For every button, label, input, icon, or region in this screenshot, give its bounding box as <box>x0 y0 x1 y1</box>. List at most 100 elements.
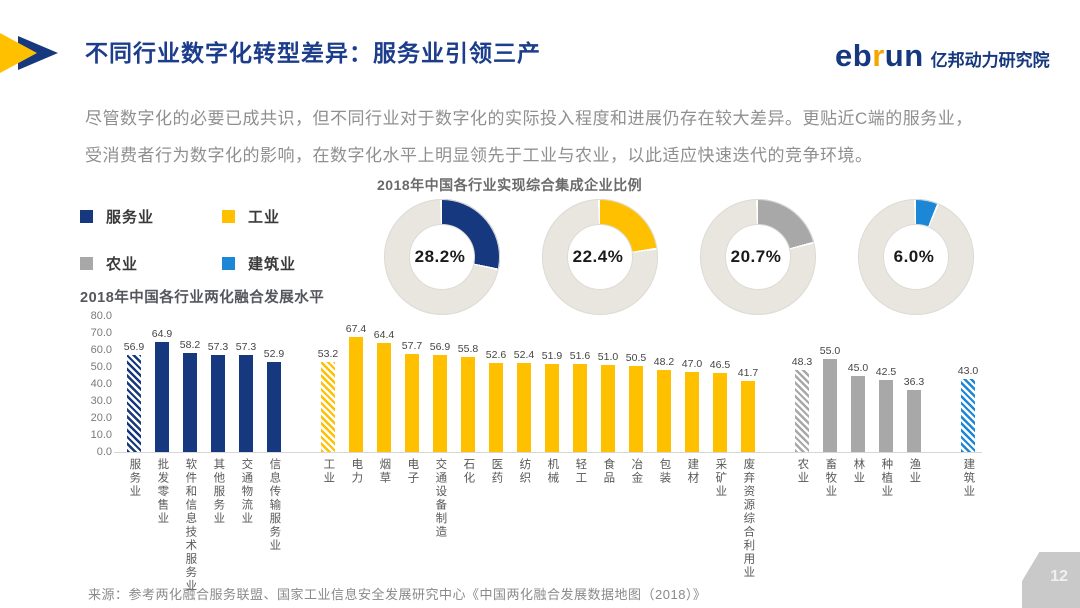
bar-x-label: 采矿业 <box>714 458 727 499</box>
bar-x-label: 包装 <box>658 458 671 485</box>
bar-wrap: 67.4 <box>346 316 366 452</box>
page-title: 不同行业数字化转型差异：服务业引领三产 <box>85 40 541 66</box>
bar <box>601 365 615 452</box>
legend-label: 服务业 <box>106 209 155 226</box>
bar-slot: 51.9 机械 <box>538 316 566 485</box>
bar-wrap: 53.2 <box>318 316 338 452</box>
bar <box>321 361 335 452</box>
plot-area: 56.9 服务业 64.9 批发零售业 58.2 软件和信息技术服务业 57.3 其他服务业 5… <box>114 316 982 593</box>
donut-hole <box>409 224 475 290</box>
bar-x-label: 其他服务业 <box>212 458 225 526</box>
bar-value-label: 52.9 <box>263 348 285 361</box>
bar-value-label: 67.4 <box>345 323 367 336</box>
bar-value-label: 64.9 <box>151 327 173 340</box>
bar-slot: 51.0 食品 <box>594 316 622 485</box>
bar-slot: 67.4 电力 <box>342 316 370 485</box>
bar-slots: 56.9 服务业 64.9 批发零售业 58.2 软件和信息技术服务业 57.3 其他服务业 5… <box>120 316 982 593</box>
legend-item: 服务业 <box>80 206 222 227</box>
donut-chart-row: 28.2% 22.4% 20.7% 6.0% <box>384 199 974 315</box>
bar <box>657 370 671 452</box>
bar-wrap: 43.0 <box>958 316 978 452</box>
bar-x-label: 种植业 <box>880 458 893 499</box>
bar-wrap: 57.3 <box>236 316 256 452</box>
bar-slot: 57.3 其他服务业 <box>204 316 232 526</box>
bar-x-label: 农业 <box>796 458 809 485</box>
bar-value-label: 58.2 <box>179 339 201 352</box>
bar-value-label: 47.0 <box>681 358 703 371</box>
y-axis-tick: 60.0 <box>90 344 112 356</box>
bar-slot: 53.2 工业 <box>314 316 342 485</box>
bar-wrap: 36.3 <box>904 316 924 452</box>
bar <box>489 362 503 452</box>
donut-chart-title: 2018年中国各行业实现综合集成企业比例 <box>377 177 643 193</box>
bar-slot: 57.7 电子 <box>398 316 426 485</box>
bar-value-label: 36.3 <box>903 376 925 389</box>
bar <box>741 381 755 452</box>
donut-percent-label: 6.0% <box>893 247 935 266</box>
y-axis-tick: 50.0 <box>90 361 112 373</box>
bar-wrap: 64.9 <box>152 316 172 452</box>
bar-x-label: 纺织 <box>518 458 531 485</box>
bar-wrap: 57.3 <box>208 316 228 452</box>
bar <box>349 337 363 452</box>
legend-swatch-icon <box>222 257 235 270</box>
bar-value-label: 46.5 <box>709 358 731 371</box>
bar-wrap: 46.5 <box>710 316 730 452</box>
bar-slot: 55.8 石化 <box>454 316 482 485</box>
intro-paragraph: 尽管数字化的必要已成共识，但不同行业对于数字化的实际投入程度和进展仍存在较大差异… <box>85 100 973 174</box>
donut-chart: 6.0% <box>858 199 974 315</box>
bar-x-label: 交通设备制造 <box>434 458 447 539</box>
bar-slot: 52.6 医药 <box>482 316 510 485</box>
bar-slot: 58.2 软件和信息技术服务业 <box>176 316 204 593</box>
legend-swatch-icon <box>80 257 93 270</box>
bar-slot: 52.9 信息传输服务业 <box>260 316 288 553</box>
y-axis-tick: 30.0 <box>90 395 112 407</box>
bar-value-label: 51.6 <box>569 350 591 363</box>
bar-wrap: 42.5 <box>876 316 896 452</box>
bar-value-label: 52.6 <box>485 348 507 361</box>
bar <box>573 364 587 452</box>
legend-swatch-icon <box>80 210 93 223</box>
logo-cn-text: 亿邦动力研究院 <box>930 50 1050 70</box>
donut-chart: 20.7% <box>700 199 816 315</box>
bar-slot: 51.6 轻工 <box>566 316 594 485</box>
bar-wrap: 48.2 <box>654 316 674 452</box>
bar <box>433 355 447 452</box>
bar-x-label: 电力 <box>350 458 363 485</box>
bar <box>183 353 197 452</box>
bar-x-label: 轻工 <box>574 458 587 485</box>
intro-line-2: 受消费者行为数字化的影响，在数字化水平上明显领先于工业与农业，以此适应快速迭代的… <box>85 146 873 165</box>
bar-x-label: 渔业 <box>908 458 921 485</box>
bar-wrap: 45.0 <box>848 316 868 452</box>
bar-wrap: 51.9 <box>542 316 562 452</box>
bar-wrap: 55.0 <box>820 316 840 452</box>
bar <box>405 353 419 452</box>
bar <box>851 375 865 452</box>
bar-x-label: 信息传输服务业 <box>268 458 281 553</box>
y-axis-tick: 0.0 <box>96 446 112 458</box>
legend: 服务业 工业 农业 建筑业 <box>80 206 364 274</box>
bar-slot: 56.9 服务业 <box>120 316 148 498</box>
bar-slot: 48.2 包装 <box>650 316 678 485</box>
bar-slot: 41.7 废弃资源综合利用业 <box>734 316 762 579</box>
bar-x-label: 机械 <box>546 458 559 485</box>
bar-value-label: 45.0 <box>847 361 869 374</box>
bar-wrap: 57.7 <box>402 316 422 452</box>
bar-slot: 52.4 纺织 <box>510 316 538 485</box>
bar <box>239 354 253 452</box>
y-axis: 80.0 70.0 60.0 50.0 40.0 30.0 20.0 10.0 0.0 <box>78 310 112 466</box>
bar <box>795 369 809 452</box>
bar <box>713 372 727 452</box>
bar-wrap: 51.0 <box>598 316 618 452</box>
legend-item: 工业 <box>222 206 364 227</box>
bar-value-label: 48.2 <box>653 356 675 369</box>
donut-hole <box>883 224 949 290</box>
bar-value-label: 57.3 <box>235 340 257 353</box>
bar-value-label: 64.4 <box>373 328 395 341</box>
bar-x-label: 畜牧业 <box>824 458 837 499</box>
bar-slot: 36.3 渔业 <box>900 316 928 485</box>
bar-slot: 48.3 农业 <box>788 316 816 485</box>
bar-wrap: 52.9 <box>264 316 284 452</box>
bar-chart: 80.0 70.0 60.0 50.0 40.0 30.0 20.0 10.0 0.0 56.9… <box>78 310 982 593</box>
bar-x-label: 石化 <box>462 458 475 485</box>
